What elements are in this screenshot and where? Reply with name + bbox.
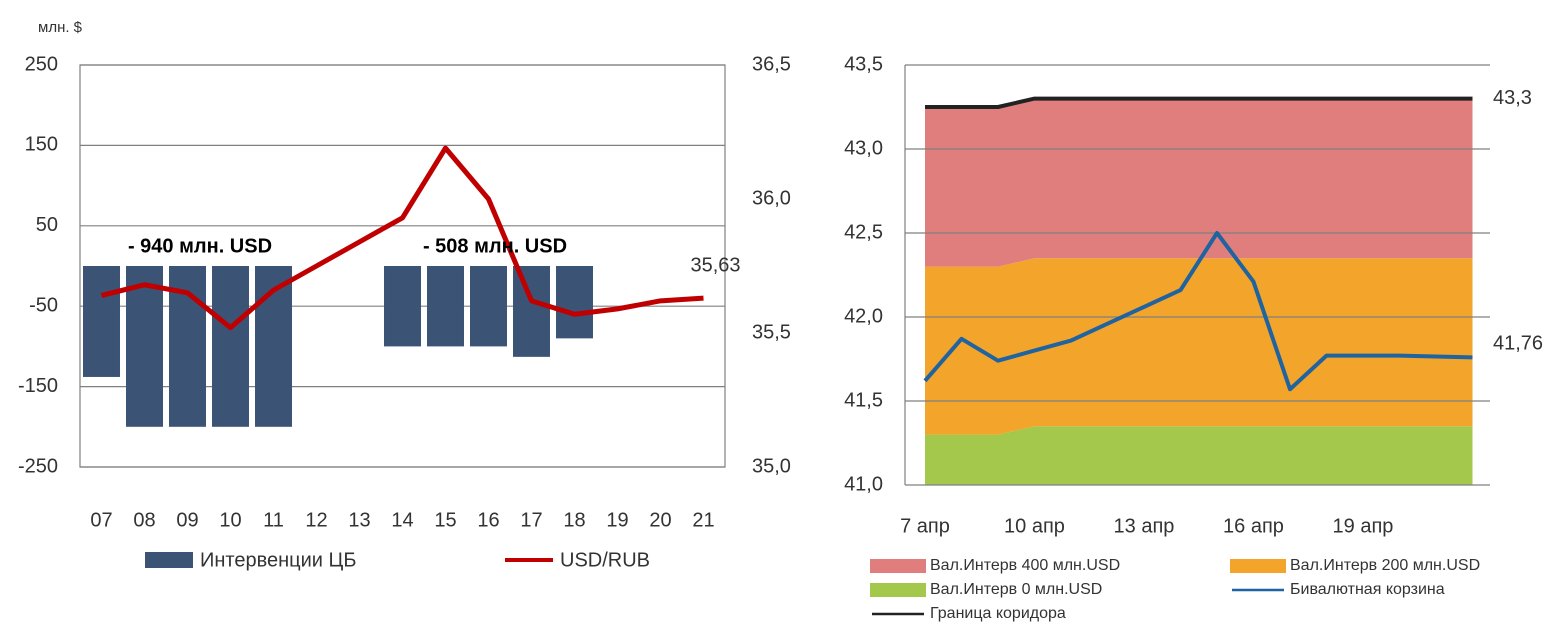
x-tick-label: 07 <box>90 509 112 531</box>
y-tick-label: 43,0 <box>844 137 883 159</box>
x-tick-label: 11 <box>263 509 284 531</box>
bar <box>513 266 550 357</box>
line <box>923 231 1473 392</box>
y2-tick-label: 35,5 <box>752 321 791 343</box>
data-label: 35,63 <box>690 254 740 276</box>
y-tick-label: -50 <box>29 294 58 316</box>
bar <box>470 266 507 347</box>
x-tick-label: 13 <box>348 509 370 531</box>
x-tick-label: 19 апр <box>1333 515 1394 537</box>
legend-swatch <box>870 559 926 573</box>
x-tick-label: 14 <box>391 509 413 531</box>
bar <box>126 266 163 427</box>
y-tick-label: -150 <box>18 375 58 397</box>
x-tick-label: 17 <box>520 509 542 531</box>
line <box>100 145 704 331</box>
y2-tick-label: 36,5 <box>752 53 791 75</box>
y-tick-label: 41,0 <box>844 473 883 495</box>
y-tick-label: -250 <box>18 455 58 477</box>
x-tick-label: 15 <box>434 509 456 531</box>
x-tick-label: 12 <box>305 509 327 531</box>
x-tick-label: 08 <box>133 509 155 531</box>
annotation: - 940 млн. USD <box>128 235 272 257</box>
x-tick-label: 7 апр <box>900 515 950 537</box>
y-tick-label: 250 <box>25 53 58 75</box>
y-tick-label: 42,5 <box>844 221 883 243</box>
x-tick-label: 16 <box>477 509 499 531</box>
x-tick-label: 09 <box>176 509 198 531</box>
legend-label: Вал.Интерв 200 млн.USD <box>1290 557 1480 574</box>
legend-swatch <box>1230 559 1286 573</box>
legend-label: Вал.Интерв 400 млн.USD <box>930 557 1120 574</box>
x-tick-label: 10 <box>219 509 241 531</box>
y2-tick-label: 36,0 <box>752 187 791 209</box>
x-tick-label: 16 апр <box>1223 515 1284 537</box>
y2-tick-label: 35,0 <box>752 455 791 477</box>
legend-swatch <box>145 552 193 568</box>
y-tick-label: 50 <box>36 214 58 236</box>
legend-label: USD/RUB <box>560 549 650 571</box>
area <box>925 98 1473 267</box>
line <box>925 96 1473 109</box>
legend-label: Вал.Интерв 0 млн.USD <box>930 581 1102 598</box>
bar <box>212 266 249 427</box>
axis-unit: млн. $ <box>38 19 83 36</box>
y-tick-label: 42,0 <box>844 305 883 327</box>
data-label: 43,3 <box>1493 87 1532 109</box>
data-label: 41,76 <box>1493 333 1543 355</box>
bar <box>83 266 120 377</box>
x-tick-label: 13 апр <box>1114 515 1175 537</box>
legend-swatch <box>870 583 926 597</box>
plot-border <box>79 64 726 468</box>
legend-label: Граница коридора <box>930 605 1066 622</box>
area <box>925 426 1473 485</box>
bar <box>427 266 464 347</box>
x-tick-label: 21 <box>692 509 714 531</box>
legend-label: Интервенции ЦБ <box>200 549 356 571</box>
x-tick-label: 10 апр <box>1004 515 1065 537</box>
x-tick-label: 20 <box>649 509 671 531</box>
x-tick-label: 18 <box>563 509 585 531</box>
legend-label: Бивалютная корзина <box>1290 581 1445 598</box>
bar <box>384 266 421 347</box>
y-tick-label: 43,5 <box>844 53 883 75</box>
y-tick-label: 41,5 <box>844 389 883 411</box>
x-tick-label: 19 <box>606 509 628 531</box>
area <box>925 258 1473 435</box>
bar <box>556 266 593 339</box>
annotation: - 508 млн. USD <box>423 235 567 257</box>
y-tick-label: 150 <box>25 134 58 156</box>
